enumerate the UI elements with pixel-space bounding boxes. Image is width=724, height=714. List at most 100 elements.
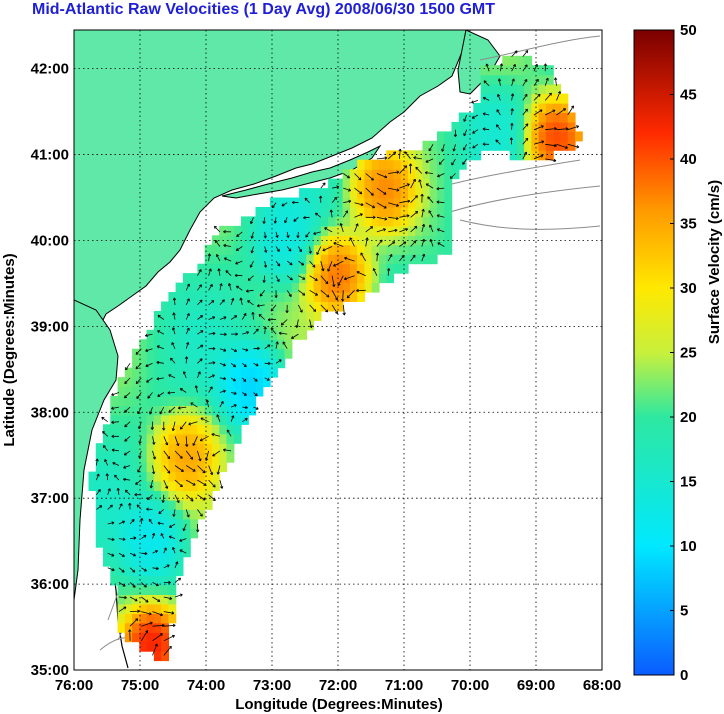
velocity-cell xyxy=(335,292,344,302)
velocity-cell xyxy=(241,339,249,350)
velocity-cell xyxy=(146,443,155,454)
x-tick-label: 70:00 xyxy=(451,677,489,694)
velocity-arrowhead xyxy=(104,459,108,463)
velocity-cell xyxy=(524,55,532,66)
velocity-arrowhead xyxy=(337,283,341,287)
velocity-cell xyxy=(161,556,169,567)
velocity-cell xyxy=(233,367,242,378)
velocity-cell xyxy=(190,433,199,444)
velocity-cell xyxy=(437,207,445,217)
velocity-arrow xyxy=(511,50,518,57)
velocity-arrowhead xyxy=(198,284,202,288)
velocity-cell xyxy=(284,216,293,227)
velocity-cell xyxy=(153,566,162,577)
velocity-cell xyxy=(110,414,119,425)
velocity-cell xyxy=(495,84,503,95)
velocity-cell xyxy=(95,462,104,473)
x-tick-label: 68:00 xyxy=(583,677,621,694)
velocity-cell xyxy=(429,169,438,180)
velocity-arrowhead xyxy=(157,314,161,318)
velocity-arrowhead xyxy=(154,643,158,647)
velocity-cell xyxy=(335,188,344,199)
velocity-arrow xyxy=(219,479,223,489)
velocity-arrowhead xyxy=(194,385,198,389)
velocity-cell xyxy=(364,197,373,208)
velocity-cell xyxy=(190,292,199,302)
velocity-arrowhead xyxy=(178,577,182,581)
velocity-cell xyxy=(545,74,554,85)
velocity-arrowhead xyxy=(212,484,216,488)
velocity-arrowhead xyxy=(345,210,348,214)
velocity-cell xyxy=(429,188,438,199)
velocity-cell xyxy=(168,301,177,312)
velocity-cell xyxy=(400,207,409,217)
velocity-cell xyxy=(473,140,482,151)
velocity-arrow xyxy=(157,330,164,335)
velocity-cell xyxy=(146,632,155,643)
velocity-cell xyxy=(335,235,344,246)
velocity-arrowhead xyxy=(199,358,203,362)
velocity-arrowhead xyxy=(463,133,467,137)
velocity-cell xyxy=(378,244,387,255)
velocity-arrowhead xyxy=(212,331,216,336)
velocity-arrow xyxy=(320,275,329,285)
velocity-cell xyxy=(103,537,111,548)
velocity-cell xyxy=(241,405,249,416)
velocity-cell xyxy=(364,225,373,236)
velocity-arrowhead xyxy=(169,596,173,600)
velocity-cell xyxy=(262,377,271,388)
velocity-cell xyxy=(306,216,315,227)
velocity-arrow xyxy=(129,567,136,573)
velocity-arrowhead xyxy=(212,316,216,320)
velocity-cell xyxy=(233,358,242,369)
velocity-arrow xyxy=(497,94,501,101)
velocity-cell xyxy=(320,273,329,284)
velocity-cell xyxy=(270,273,278,284)
velocity-arrowhead xyxy=(412,178,416,182)
velocity-arrowhead xyxy=(305,234,309,238)
velocity-arrow xyxy=(197,450,201,462)
velocity-arrowhead xyxy=(288,293,292,297)
velocity-cell xyxy=(357,159,365,170)
velocity-cell xyxy=(415,244,424,255)
velocity-arrowhead xyxy=(291,200,295,205)
velocity-arrow xyxy=(522,79,528,87)
velocity-arrowhead xyxy=(372,268,376,271)
velocity-cell xyxy=(182,424,191,435)
velocity-cell xyxy=(342,235,351,246)
velocity-arrow xyxy=(140,518,143,525)
velocity-arrow xyxy=(410,240,417,247)
velocity-cell xyxy=(211,433,220,444)
velocity-cell xyxy=(204,329,213,340)
velocity-cell xyxy=(110,547,119,558)
velocity-arrowhead xyxy=(392,241,396,245)
velocity-arrow xyxy=(533,125,544,131)
velocity-arrow xyxy=(275,231,278,238)
velocity-cell xyxy=(161,358,169,369)
velocity-cell xyxy=(255,377,264,388)
velocity-cell xyxy=(291,207,300,217)
velocity-cell xyxy=(328,273,336,284)
velocity-arrow xyxy=(236,231,243,237)
velocity-cell xyxy=(516,84,525,95)
velocity-cell xyxy=(386,188,395,199)
velocity-cell xyxy=(553,103,562,113)
velocity-arrowhead xyxy=(304,197,308,201)
velocity-arrow xyxy=(197,371,201,379)
velocity-arrowhead xyxy=(145,363,149,368)
velocity-cell xyxy=(103,556,111,567)
velocity-arrow xyxy=(129,552,136,557)
velocity-cell xyxy=(262,254,271,265)
velocity-cell xyxy=(255,348,264,359)
velocity-cell xyxy=(451,150,460,161)
velocity-arrowhead xyxy=(161,500,165,503)
velocity-cell xyxy=(408,188,416,199)
velocity-arrowhead xyxy=(413,240,417,244)
velocity-arrow xyxy=(197,509,203,517)
velocity-arrow xyxy=(185,450,194,460)
velocity-arrow xyxy=(118,596,127,599)
velocity-arrowhead xyxy=(275,234,279,238)
velocity-arrow xyxy=(511,108,513,116)
velocity-arrowhead xyxy=(162,427,166,431)
velocity-arrowhead xyxy=(223,448,226,452)
